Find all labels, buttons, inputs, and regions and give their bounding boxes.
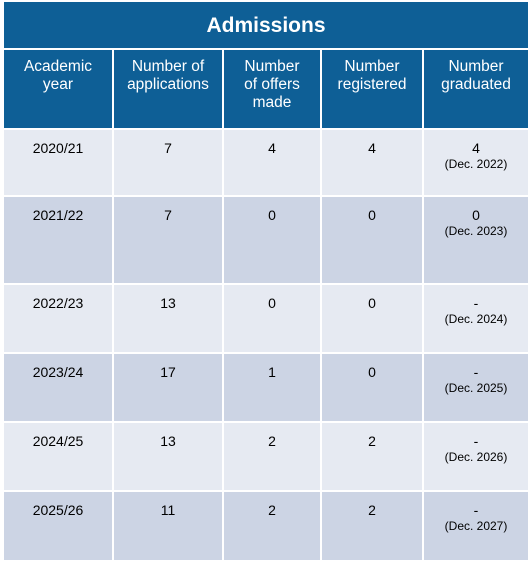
graduated-value: 0 xyxy=(472,207,480,223)
graduated-value: - xyxy=(473,364,479,380)
header-line: Number xyxy=(244,58,300,75)
header-graduated: Number graduated xyxy=(421,48,530,130)
cell-year: 2022/23 xyxy=(2,283,114,354)
cell-applications: 7 xyxy=(112,195,224,285)
cell-offers: 2 xyxy=(222,421,322,492)
cell-registered: 0 xyxy=(320,352,424,423)
cell-year: 2025/26 xyxy=(2,490,114,562)
cell-offers: 1 xyxy=(222,352,322,423)
cell-graduated: 4 (Dec. 2022) xyxy=(421,128,530,197)
cell-graduated: - (Dec. 2025) xyxy=(421,352,530,423)
graduated-value: - xyxy=(473,502,479,518)
graduated-value: 4 xyxy=(472,140,480,156)
cell-applications: 13 xyxy=(112,283,224,354)
table-row: 2020/21 7 4 4 4 (Dec. 2022) xyxy=(2,128,530,197)
cell-applications: 17 xyxy=(112,352,224,423)
graduation-date: (Dec. 2027) xyxy=(444,519,508,533)
table-row: 2025/26 11 2 2 - (Dec. 2027) xyxy=(2,490,530,562)
graduated-value: - xyxy=(473,433,479,449)
cell-registered: 4 xyxy=(320,128,424,197)
header-academic-year: Academic year xyxy=(2,48,114,130)
graduation-date: (Dec. 2022) xyxy=(444,157,508,171)
cell-year: 2021/22 xyxy=(2,195,114,285)
cell-applications: 7 xyxy=(112,128,224,197)
cell-offers: 0 xyxy=(222,283,322,354)
cell-applications: 11 xyxy=(112,490,224,562)
header-line: of offers xyxy=(244,76,300,93)
cell-graduated: - (Dec. 2027) xyxy=(421,490,530,562)
cell-offers: 4 xyxy=(222,128,322,197)
cell-registered: 2 xyxy=(320,421,424,492)
header-line: applications xyxy=(127,76,209,93)
header-line: graduated xyxy=(441,76,511,93)
cell-year: 2023/24 xyxy=(2,352,114,423)
table-row: 2021/22 7 0 0 0 (Dec. 2023) xyxy=(2,195,530,285)
cell-year: 2020/21 xyxy=(2,128,114,197)
table-row: 2023/24 17 1 0 - (Dec. 2025) xyxy=(2,352,530,423)
header-line: year xyxy=(42,76,74,93)
cell-registered: 0 xyxy=(320,195,424,285)
cell-offers: 0 xyxy=(222,195,322,285)
table-title-row: Admissions xyxy=(1,0,530,50)
header-offers-made: Number of offers made xyxy=(222,48,322,130)
header-line: registered xyxy=(337,76,407,93)
cell-registered: 0 xyxy=(320,283,424,354)
header-line: Number xyxy=(344,58,400,75)
cell-year: 2024/25 xyxy=(2,421,114,492)
header-registered: Number registered xyxy=(320,48,424,130)
cell-registered: 2 xyxy=(320,490,424,562)
table-row: 2024/25 13 2 2 - (Dec. 2026) xyxy=(2,421,530,492)
cell-offers: 2 xyxy=(222,490,322,562)
graduation-date: (Dec. 2025) xyxy=(444,381,508,395)
graduation-date: (Dec. 2026) xyxy=(444,450,508,464)
table-row: 2022/23 13 0 0 - (Dec. 2024) xyxy=(2,283,530,354)
cell-applications: 13 xyxy=(112,421,224,492)
graduated-value: - xyxy=(473,295,479,311)
graduation-date: (Dec. 2023) xyxy=(444,224,508,238)
header-line: made xyxy=(252,94,292,111)
header-line: Number of xyxy=(131,58,205,75)
column-header-row: Academic year Number of applications Num… xyxy=(2,48,530,130)
cell-graduated: - (Dec. 2026) xyxy=(421,421,530,492)
cell-graduated: 0 (Dec. 2023) xyxy=(421,195,530,285)
table-title: Admissions xyxy=(1,0,530,50)
header-line: Academic xyxy=(23,58,93,75)
header-applications: Number of applications xyxy=(112,48,224,130)
cell-graduated: - (Dec. 2024) xyxy=(421,283,530,354)
graduation-date: (Dec. 2024) xyxy=(444,312,508,326)
header-line: Number xyxy=(448,58,504,75)
